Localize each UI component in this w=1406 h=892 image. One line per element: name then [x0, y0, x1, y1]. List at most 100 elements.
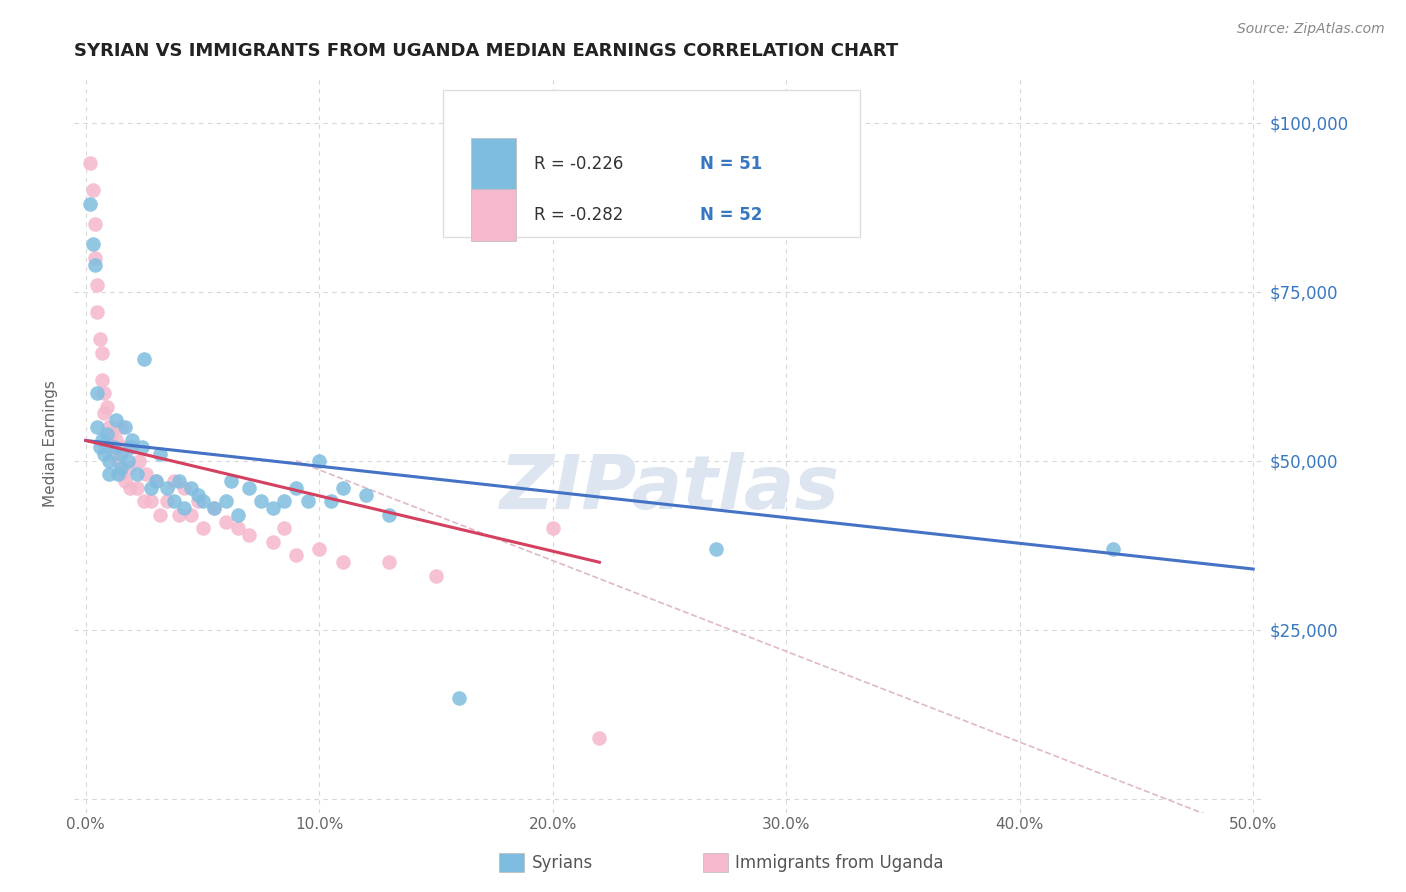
Text: R = -0.226: R = -0.226 — [534, 154, 623, 173]
Point — [163, 474, 186, 488]
Point — [262, 535, 284, 549]
Point — [84, 251, 107, 265]
Point — [82, 237, 104, 252]
Point — [145, 474, 167, 488]
Point — [425, 568, 447, 582]
Point — [180, 481, 202, 495]
Text: Source: ZipAtlas.com: Source: ZipAtlas.com — [1237, 22, 1385, 37]
Point — [120, 440, 142, 454]
Point — [219, 474, 242, 488]
Point — [202, 501, 225, 516]
Point — [98, 454, 121, 468]
Point — [134, 352, 156, 367]
Point — [180, 508, 202, 522]
Point — [226, 508, 249, 522]
Point — [332, 555, 354, 569]
Point — [112, 440, 135, 454]
Point — [332, 481, 354, 495]
Point — [103, 447, 125, 461]
Point — [273, 521, 295, 535]
Point — [107, 467, 129, 482]
Text: Immigrants from Uganda: Immigrants from Uganda — [735, 854, 943, 871]
Text: SYRIAN VS IMMIGRANTS FROM UGANDA MEDIAN EARNINGS CORRELATION CHART: SYRIAN VS IMMIGRANTS FROM UGANDA MEDIAN … — [75, 42, 898, 60]
Point — [308, 454, 330, 468]
Point — [110, 460, 132, 475]
FancyBboxPatch shape — [471, 138, 516, 189]
Point — [89, 332, 111, 346]
Point — [250, 494, 273, 508]
Point — [86, 420, 108, 434]
Point — [134, 494, 156, 508]
Point — [98, 467, 121, 482]
Point — [262, 501, 284, 516]
Point — [191, 521, 214, 535]
Point — [215, 515, 238, 529]
Y-axis label: Median Earnings: Median Earnings — [44, 380, 58, 508]
Point — [84, 217, 107, 231]
Point — [117, 460, 139, 475]
Point — [96, 426, 118, 441]
Point — [378, 555, 401, 569]
Point — [89, 440, 111, 454]
Point — [121, 434, 143, 448]
Point — [297, 494, 319, 508]
Point — [105, 413, 128, 427]
Text: N = 51: N = 51 — [700, 154, 762, 173]
Point — [86, 386, 108, 401]
Point — [82, 183, 104, 197]
Point — [704, 541, 727, 556]
Point — [139, 494, 162, 508]
Point — [110, 420, 132, 434]
Point — [91, 345, 114, 359]
Point — [215, 494, 238, 508]
Point — [238, 528, 260, 542]
Point — [98, 420, 121, 434]
Point — [121, 440, 143, 454]
Point — [117, 454, 139, 468]
Point — [449, 690, 471, 705]
Point — [191, 494, 214, 508]
Point — [273, 494, 295, 508]
Point — [135, 467, 157, 482]
Point — [139, 481, 162, 495]
Point — [187, 494, 209, 508]
Point — [86, 305, 108, 319]
Point — [284, 549, 307, 563]
Point — [100, 426, 122, 441]
Point — [110, 447, 132, 461]
Point — [96, 400, 118, 414]
Point — [167, 474, 190, 488]
Text: R = -0.282: R = -0.282 — [534, 206, 623, 224]
Point — [173, 481, 195, 495]
Point — [93, 386, 115, 401]
Point — [103, 440, 125, 454]
Point — [93, 447, 115, 461]
Point — [226, 521, 249, 535]
Point — [319, 494, 342, 508]
FancyBboxPatch shape — [471, 189, 516, 241]
Point — [354, 487, 377, 501]
Point — [120, 481, 142, 495]
Point — [187, 487, 209, 501]
Point — [167, 508, 190, 522]
FancyBboxPatch shape — [443, 90, 860, 237]
Point — [378, 508, 401, 522]
Point — [110, 467, 132, 482]
Point — [93, 406, 115, 420]
Point — [145, 474, 167, 488]
Point — [156, 494, 179, 508]
Point — [114, 474, 136, 488]
Point — [173, 501, 195, 516]
Point — [79, 196, 101, 211]
Point — [79, 156, 101, 170]
Point — [308, 541, 330, 556]
Point — [114, 420, 136, 434]
Point — [105, 434, 128, 448]
Point — [127, 481, 149, 495]
Point — [84, 258, 107, 272]
Point — [91, 434, 114, 448]
Point — [128, 454, 150, 468]
Point — [149, 508, 172, 522]
Point — [91, 373, 114, 387]
Text: Syrians: Syrians — [531, 854, 593, 871]
